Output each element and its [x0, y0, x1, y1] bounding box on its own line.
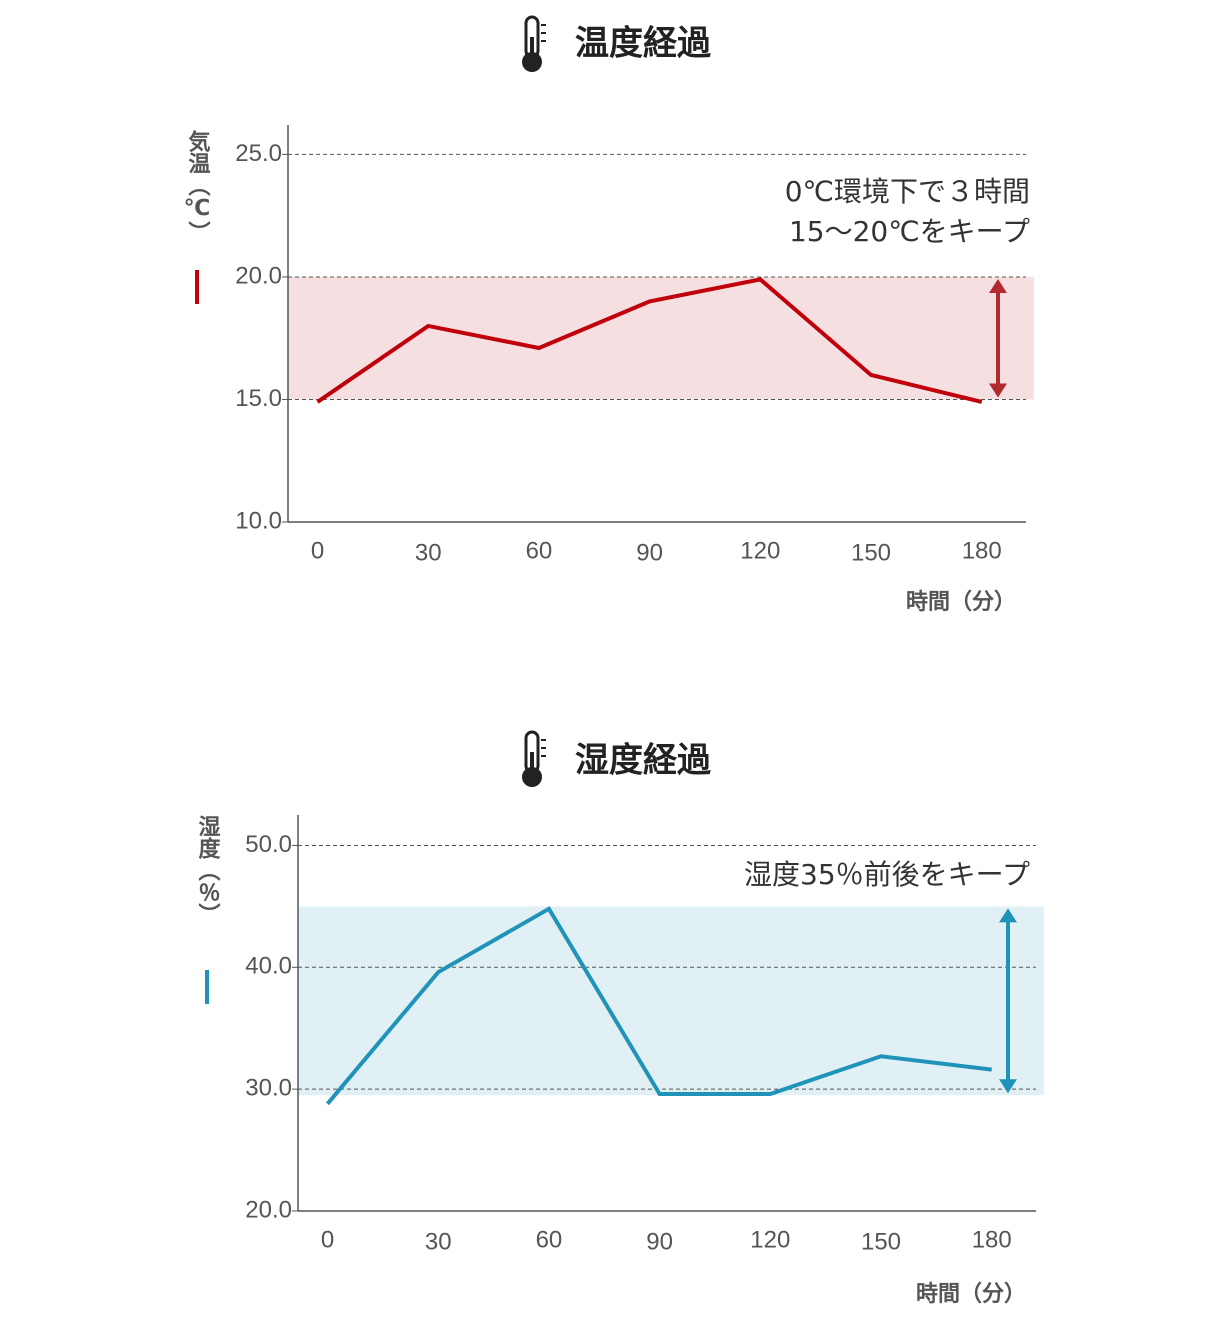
- x-tick-label: 180: [972, 1226, 1012, 1253]
- y-tick-label: 20.0: [235, 262, 282, 289]
- y-tick-label: 25.0: [235, 140, 282, 167]
- y-tick-label: 10.0: [235, 507, 282, 534]
- arrow-head: [999, 908, 1017, 923]
- x-tick-label: 120: [750, 1226, 790, 1253]
- x-tick-label: 150: [861, 1228, 901, 1255]
- arrow-head: [989, 383, 1007, 398]
- y-axis-label: 気温（℃）: [184, 129, 211, 243]
- annotation: 0℃環境下で３時間: [785, 175, 1030, 208]
- annotation: 湿度35％前後をキープ: [744, 858, 1030, 891]
- data-line: [325, 906, 992, 1106]
- chart-title: 温度経過: [575, 24, 712, 64]
- y-axis-label: 湿度（％）: [195, 815, 221, 925]
- data-line: [316, 277, 983, 404]
- x-tick-label: 60: [526, 537, 553, 564]
- y-tick-label: 50.0: [245, 831, 292, 858]
- annotation: 15〜20℃をキープ: [789, 215, 1030, 248]
- x-tick-label: 0: [311, 537, 324, 564]
- chart-title: 湿度経過: [575, 741, 712, 781]
- x-tick-label: 30: [425, 1228, 452, 1255]
- x-tick-label: 180: [962, 537, 1002, 564]
- x-axis-label: 時間（分）: [906, 590, 1016, 615]
- target-band: [288, 276, 1034, 400]
- y-tick-label: 40.0: [245, 953, 292, 980]
- y-tick-label: 15.0: [235, 385, 282, 412]
- x-tick-label: 30: [415, 539, 442, 566]
- x-tick-label: 150: [851, 539, 891, 566]
- x-axis-label: 時間（分）: [916, 1282, 1026, 1307]
- arrow-head: [999, 1079, 1017, 1094]
- y-tick-label: 20.0: [245, 1196, 292, 1223]
- x-tick-label: 120: [740, 537, 780, 564]
- x-tick-label: 90: [636, 539, 663, 566]
- target-band: [298, 906, 1044, 1096]
- thermometer-icon: [520, 730, 548, 789]
- thermometer-icon: [520, 15, 548, 74]
- x-tick-label: 60: [536, 1226, 563, 1253]
- x-tick-label: 90: [646, 1228, 673, 1255]
- arrow-head: [989, 278, 1007, 293]
- y-tick-label: 30.0: [245, 1074, 292, 1101]
- x-tick-label: 0: [321, 1226, 334, 1253]
